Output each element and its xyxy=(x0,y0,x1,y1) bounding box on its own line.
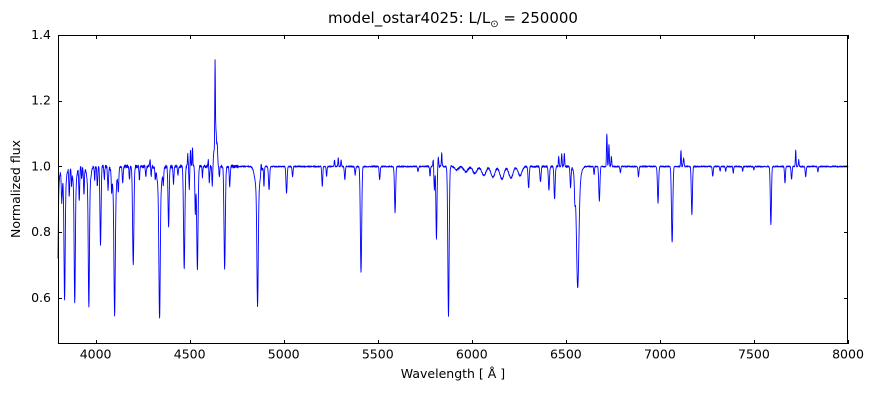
x-tick-label: 7500 xyxy=(738,347,770,362)
x-tick-label: 4000 xyxy=(80,347,112,362)
x-tick-label: 5000 xyxy=(268,347,300,362)
axes-frame xyxy=(58,35,848,344)
tick-marks xyxy=(58,35,849,344)
y-tick-label: 0.6 xyxy=(31,290,51,305)
x-axis-label: Wavelength [ Å ] xyxy=(400,366,506,381)
x-tick-label: 7000 xyxy=(644,347,676,362)
x-tick-label: 6500 xyxy=(550,347,582,362)
y-tick-label: 1.4 xyxy=(31,27,51,42)
y-tick-label: 0.8 xyxy=(31,224,51,239)
y-tick-label: 1.0 xyxy=(31,158,51,173)
spectrum-line xyxy=(57,59,849,319)
y-tick-label: 1.2 xyxy=(31,93,51,108)
sun-symbol: ⊙ xyxy=(490,19,499,30)
spectrum-series xyxy=(57,59,849,319)
x-tick-label: 6000 xyxy=(456,347,488,362)
chart-title-value: = 250000 xyxy=(498,9,578,27)
x-tick-label: 4500 xyxy=(174,347,206,362)
tick-labels: 4000 4500 5000 5500 6000 6500 7000 7500 8000 0.6 0… xyxy=(31,27,864,362)
chart-title: model_ostar4025: L/L⊙ = 250000 xyxy=(58,9,848,30)
chart-title-main: model_ostar4025: L/L xyxy=(328,9,491,27)
x-tick-label: 5500 xyxy=(362,347,394,362)
x-tick-label: 8000 xyxy=(832,347,864,362)
